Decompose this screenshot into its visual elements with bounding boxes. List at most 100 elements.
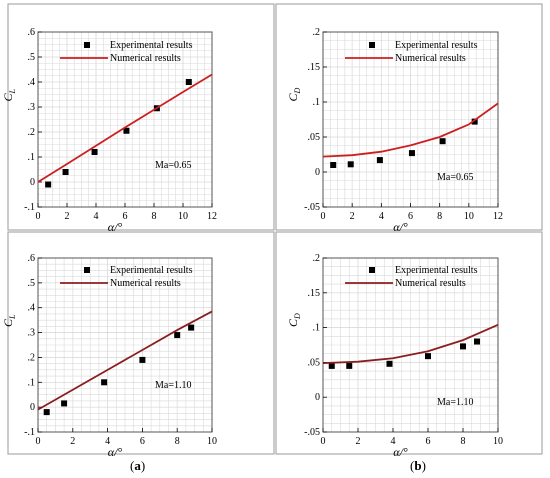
legend-label-numerical: Numerical results [395,278,466,289]
x-tick-label: 0 [36,436,41,447]
y-tick-label: 0 [30,402,35,413]
data-point-experimental [174,332,181,339]
x-tick-label: 12 [207,211,217,222]
legend-marker-swatch [84,267,90,273]
y-tick-label: .6 [28,27,36,38]
data-point-experimental [185,79,192,85]
x-tick-label: 2 [350,211,355,222]
x-tick-label: 6 [140,436,145,447]
y-tick-label: .2 [28,352,36,363]
data-point-experimental [91,149,98,155]
x-tick-label: 10 [178,211,188,222]
x-axis-label: α/° [108,445,123,459]
y-tick-label: .05 [308,357,321,368]
legend-label-experimental: Experimental results [110,40,193,51]
y-axis-label: CL [1,88,17,101]
x-tick-label: 8 [461,436,466,447]
series-numerical-line [322,323,499,364]
y-axis-label-main: C [1,93,15,102]
legend: Experimental results Numerical results [345,265,478,289]
data-point-experimental [61,400,68,407]
data-point-experimental [347,161,354,168]
legend-label-numerical: Numerical results [395,53,466,64]
series-numerical-line [322,102,499,158]
y-tick-label: -.1 [24,202,35,213]
chart-cl-065: 0 2 4 6 8 10 12-.10.1.2.3.4.5.6α/°CLExperiment… [1,27,217,234]
legend: Experimental results Numerical results [60,265,193,289]
data-point-experimental [123,127,130,134]
plot-frame [322,257,499,433]
y-tick-label: .2 [28,127,36,138]
legend-marker-swatch [84,42,90,48]
y-axis-label-main: C [1,318,15,327]
x-axis-label: α/° [393,445,408,459]
data-point-experimental [460,343,466,350]
y-axis-label-sub: L [8,88,17,94]
y-tick-label: 0 [30,177,35,188]
chart-cl-110: 0 2 4 6 8 10-.10.1.2.3.4.5.6α/°CLExperimental… [1,253,217,459]
x-tick-label: 6 [426,436,431,447]
x-tick-label: 4 [105,436,110,447]
panel-border [7,231,275,455]
data-point-experimental [328,362,335,369]
legend-marker-swatch [369,267,375,273]
x-tick-label: 8 [175,436,180,447]
x-tick-label: 4 [391,436,396,447]
x-axis-label: α/° [393,220,408,234]
y-tick-label: .3 [28,102,36,113]
legend: Experimental results Numerical results [345,40,478,64]
y-tick-label: -.05 [304,427,320,438]
legend-label-experimental: Experimental results [110,265,193,276]
y-tick-label: .05 [308,132,321,143]
y-tick-label: .1 [313,97,321,108]
y-axis-label: CD [286,313,302,327]
x-tick-label: 10 [207,436,217,447]
y-tick-label: .15 [308,288,321,299]
x-tick-label: 4 [94,211,99,222]
x-tick-label: 2 [70,436,75,447]
grid [37,257,213,433]
legend: Experimental results Numerical results [60,40,193,64]
caption-a: (a) [130,458,146,473]
series-numerical-line [37,310,213,411]
panel-border [7,3,275,231]
data-point-experimental [425,353,431,360]
x-tick-label: 4 [379,211,384,222]
data-point-experimental [376,157,383,164]
mach-annotation: Ma=1.10 [155,380,191,391]
y-axis-label-sub: L [8,314,17,320]
x-tick-label: 6 [123,211,128,222]
y-tick-label: .1 [313,323,321,334]
y-axis-label-sub: D [293,87,302,94]
x-tick-label: 2 [65,211,70,222]
data-point-experimental [346,362,353,369]
y-axis-label-main: C [286,93,300,102]
x-tick-label: 0 [36,211,41,222]
y-tick-label: .1 [28,152,36,163]
x-tick-label: 12 [493,211,503,222]
x-axis-label: α/° [108,220,123,234]
data-point-experimental [62,169,69,175]
data-point-experimental [474,338,480,345]
x-tick-label: 2 [356,436,361,447]
y-tick-label: .4 [28,303,36,314]
data-point-experimental [139,356,146,363]
y-axis-label: CL [1,314,17,327]
data-point-experimental [45,181,52,188]
caption-b: (b) [410,458,426,473]
data-point-experimental [408,150,415,157]
y-tick-label: .3 [28,328,36,339]
x-tick-label: 8 [152,211,157,222]
x-tick-label: 10 [493,436,503,447]
series-numerical-line [37,73,213,183]
panel-border [275,3,543,231]
plot-frame [37,257,213,433]
x-tick-label: 6 [408,211,413,222]
legend-label-numerical: Numerical results [110,53,181,64]
data-point-experimental [43,409,50,416]
data-point-experimental [101,379,108,386]
data-point-experimental [471,118,478,125]
y-tick-label: .2 [313,253,321,264]
panel-border [275,231,543,455]
y-tick-label: .5 [28,52,36,63]
